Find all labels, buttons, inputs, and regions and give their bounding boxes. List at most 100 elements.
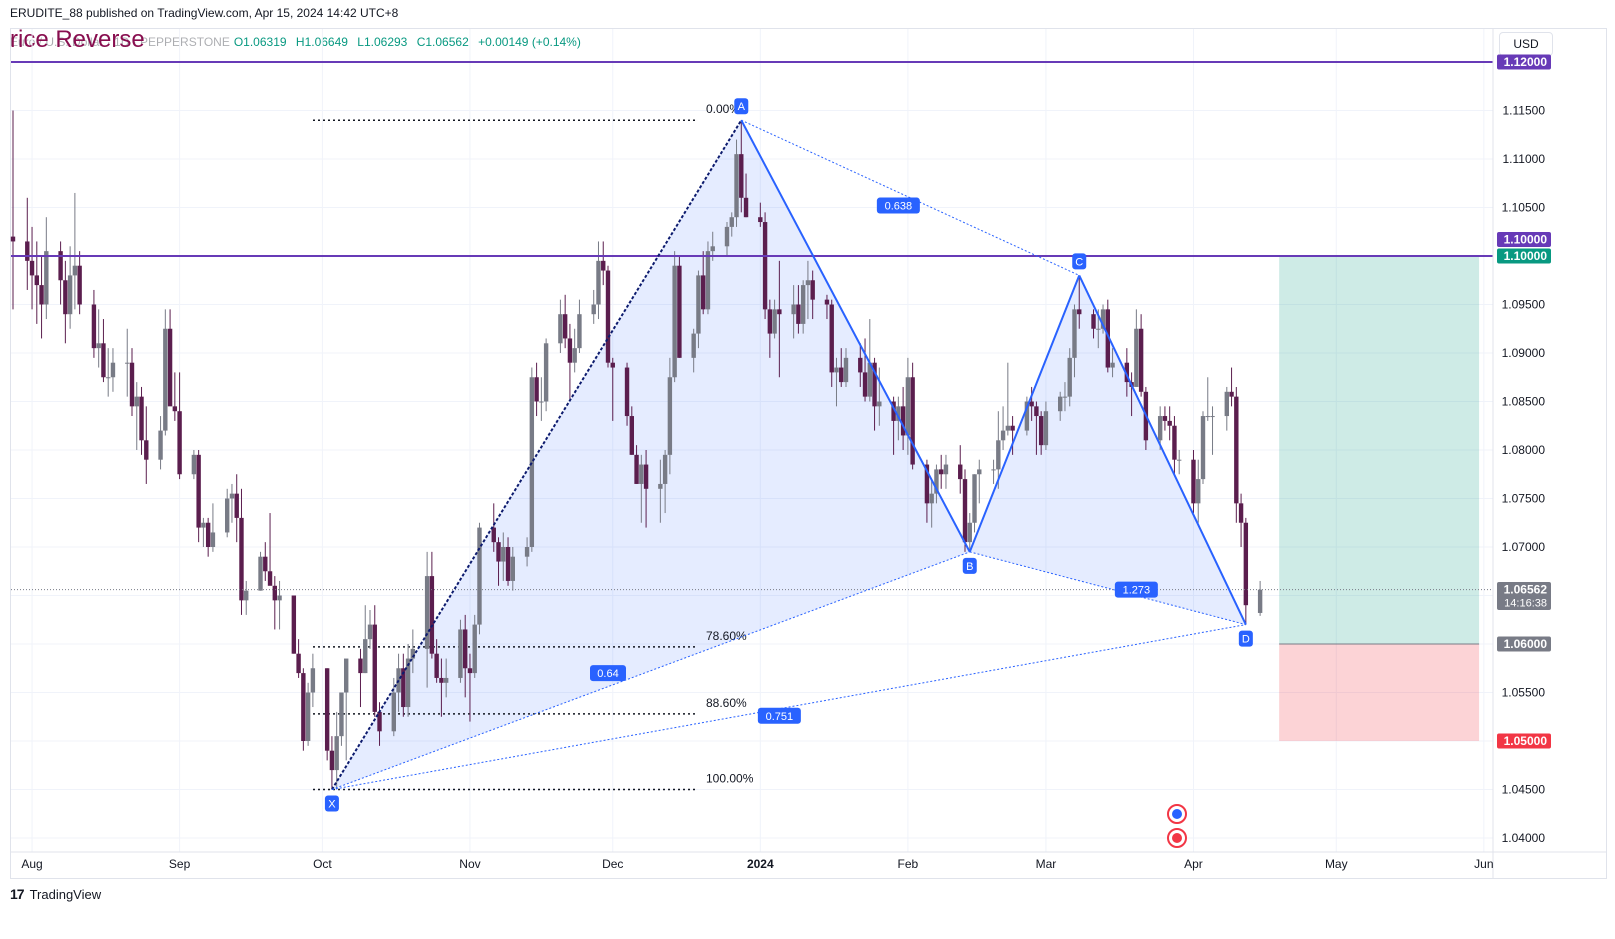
pattern-point-badge xyxy=(734,98,749,115)
candle xyxy=(1005,362,1011,436)
candle xyxy=(667,357,673,475)
candle-body xyxy=(34,275,39,286)
price-tag-label: 1.05000 xyxy=(1504,734,1548,748)
candle xyxy=(434,639,439,683)
price-tick-label: 1.09500 xyxy=(1502,298,1546,312)
candle xyxy=(1162,406,1168,431)
candle xyxy=(1100,304,1106,334)
candle-body xyxy=(234,493,239,518)
time-tick-label: Apr xyxy=(1184,857,1203,871)
pattern-bcd-fill xyxy=(969,275,1246,625)
pattern-point-label: A xyxy=(738,101,746,113)
candle-body xyxy=(1058,396,1063,412)
candle xyxy=(943,454,949,489)
price-tick-label: 1.11500 xyxy=(1503,104,1546,118)
candle xyxy=(1034,401,1039,455)
candle-body xyxy=(624,367,630,417)
candle-body xyxy=(110,362,116,378)
symbol-legend: Euro / U.S. Dollar · 1D · PEPPERSTONE O1… xyxy=(10,32,587,52)
time-tick-label: Nov xyxy=(459,857,480,871)
candle-body xyxy=(605,270,611,363)
footer: 17 TradingView xyxy=(10,886,101,902)
candle-body xyxy=(900,406,906,436)
tradingview-logo-icon[interactable]: 17 xyxy=(10,886,25,902)
symbol-name[interactable]: Euro / U.S. Dollar · 1D · PEPPERSTONE xyxy=(10,35,230,49)
candle-body xyxy=(1210,416,1215,418)
candle xyxy=(277,580,282,630)
candle-body xyxy=(777,309,782,315)
candle-body xyxy=(1191,459,1196,504)
candle xyxy=(1091,309,1096,339)
candle xyxy=(1124,348,1130,397)
candle xyxy=(791,285,796,339)
candle xyxy=(996,411,1001,489)
footer-brand[interactable]: TradingView xyxy=(29,886,102,902)
candle xyxy=(643,450,649,528)
candle-body xyxy=(572,348,577,363)
candle xyxy=(605,265,611,368)
candle xyxy=(810,270,815,320)
time-tick-label: Dec xyxy=(602,857,623,871)
candle xyxy=(358,648,363,708)
candle xyxy=(1196,459,1201,523)
candle xyxy=(429,551,435,659)
candle-body xyxy=(834,367,839,373)
candle xyxy=(910,362,915,470)
candle-body xyxy=(696,275,701,334)
candle xyxy=(1038,411,1044,455)
candle-body xyxy=(905,377,911,436)
candle-body xyxy=(1110,362,1115,368)
candle-body xyxy=(891,401,896,421)
candle xyxy=(962,469,968,552)
candle-body xyxy=(796,304,801,324)
candle-body xyxy=(1010,425,1015,431)
price-tag-label: 1.06000 xyxy=(1504,637,1548,651)
candle-body xyxy=(1100,309,1106,329)
currency-button[interactable]: USD xyxy=(1499,32,1553,56)
candle-body xyxy=(872,362,877,407)
pattern-point-badge xyxy=(1238,630,1253,647)
candle-body xyxy=(767,309,773,334)
candle-body xyxy=(244,590,249,601)
candle-body xyxy=(410,648,416,659)
candle xyxy=(662,450,668,514)
candle xyxy=(229,483,235,523)
candle xyxy=(477,522,482,635)
ratio-badge: 0.638 xyxy=(876,197,920,214)
event-icon-dot xyxy=(1172,809,1182,819)
candle-body xyxy=(962,479,968,543)
candle-body xyxy=(191,454,197,475)
candle-body xyxy=(467,668,473,674)
candle xyxy=(210,503,216,552)
candle-body xyxy=(72,265,78,276)
candle-body xyxy=(139,396,144,441)
candle xyxy=(610,357,615,421)
candle xyxy=(1077,275,1082,329)
candle-body xyxy=(558,314,563,344)
candle xyxy=(301,668,306,751)
candle xyxy=(125,328,130,397)
candle xyxy=(772,299,777,339)
candle-body xyxy=(529,377,535,547)
candle-body xyxy=(377,711,382,732)
candle xyxy=(629,406,634,455)
leg-xa xyxy=(331,119,743,791)
close-value: C1.06562 xyxy=(416,35,469,49)
open-value: O1.06319 xyxy=(233,35,287,49)
time-tick-label: 2024 xyxy=(747,857,774,871)
price-tick-label: 1.07000 xyxy=(1502,540,1546,554)
time-tick-label: Mar xyxy=(1036,857,1057,871)
candle xyxy=(239,488,244,615)
candle-body xyxy=(363,639,368,674)
candle xyxy=(729,212,734,237)
candle-body xyxy=(167,328,173,407)
candle-body xyxy=(1177,459,1182,461)
candle xyxy=(991,459,996,484)
candle xyxy=(134,382,139,450)
candle-body xyxy=(29,260,35,276)
price-tag-box xyxy=(1497,733,1551,749)
candle-body xyxy=(839,367,844,383)
candle xyxy=(225,488,230,538)
candle xyxy=(1043,401,1049,450)
